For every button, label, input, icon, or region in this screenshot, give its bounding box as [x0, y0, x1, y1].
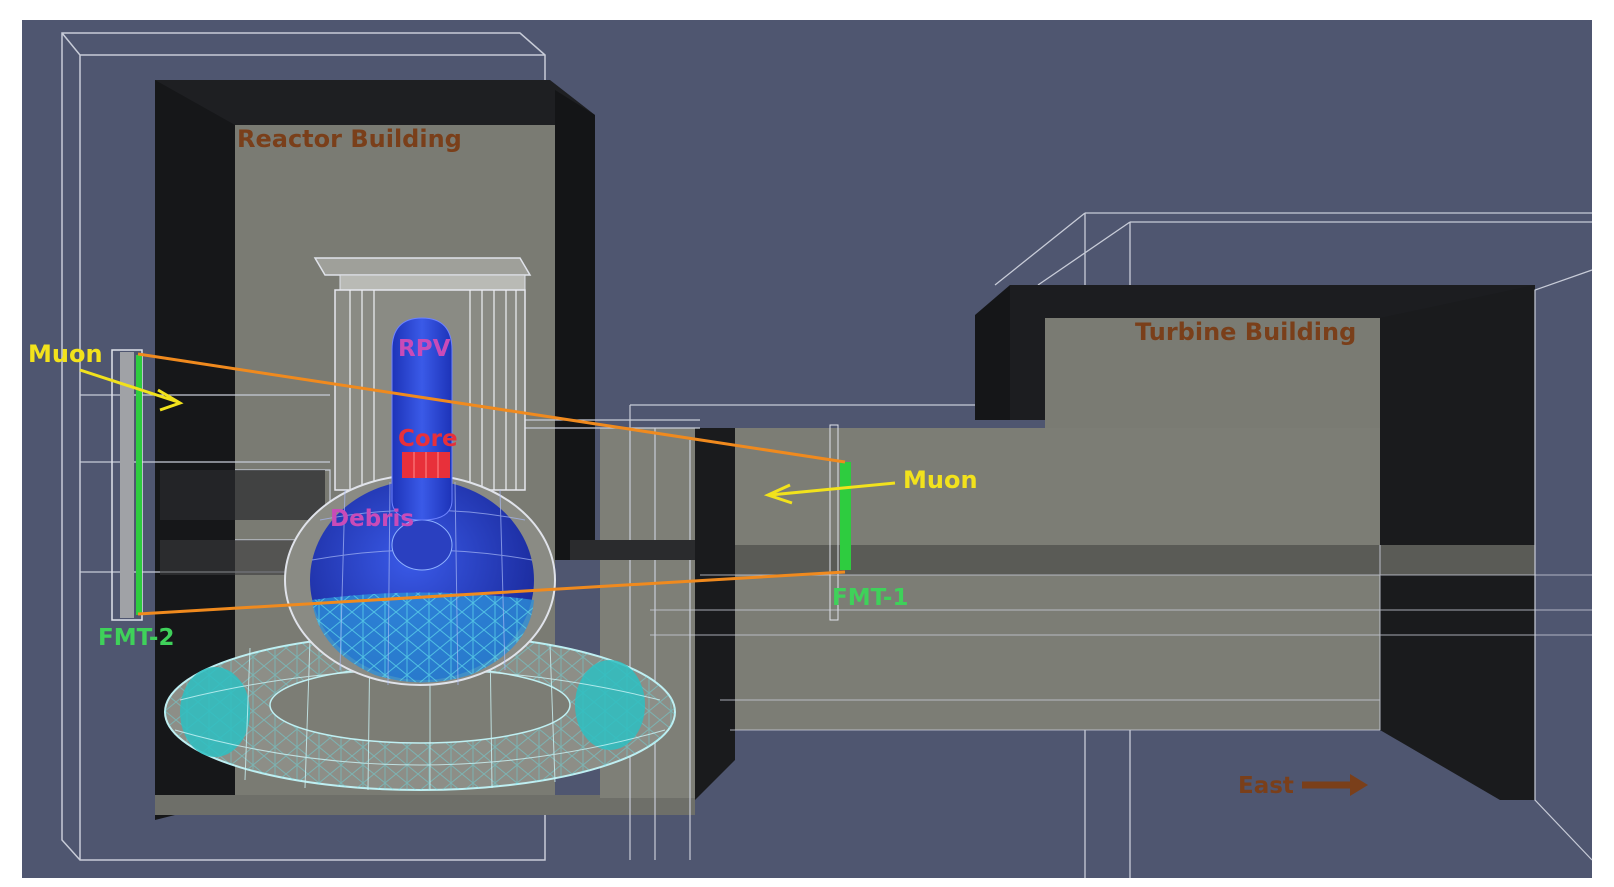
fmt-2-plate [120, 352, 134, 618]
turbine-edge [1534, 269, 1593, 861]
turbine-interior-upper [1045, 318, 1380, 428]
core-label: Core [398, 426, 458, 452]
reactor-floor [155, 795, 695, 815]
rpv-label: RPV [398, 336, 451, 362]
turbine-left-wall [975, 285, 1010, 420]
debris-label: Debris [330, 506, 414, 532]
turbine-building-label: Turbine Building [1135, 318, 1356, 346]
drywell-water-mesh [312, 592, 534, 683]
muon-track-upper [137, 352, 846, 464]
muon-arrow-left [79, 368, 179, 404]
connector-dark-wall [695, 428, 735, 800]
reactor-building-wireframe [61, 32, 546, 861]
fmt-1-detector [829, 424, 851, 621]
rpv-frame-top [313, 257, 532, 276]
muon-label-right: Muon [903, 466, 978, 494]
torus-left-section [180, 667, 250, 757]
muon-arrow-right [769, 481, 896, 497]
fmt-1-frame [829, 424, 839, 621]
muon-arrow-left-head [157, 388, 184, 412]
fmt-2-label: FMT-2 [98, 625, 174, 651]
containment-vessel [284, 257, 556, 686]
reactor-left-wall [155, 80, 235, 820]
arrow-right-icon [1302, 774, 1368, 796]
reactor-floor-slab [80, 394, 331, 573]
muon-track-lower [137, 570, 846, 616]
torus-right-section [575, 660, 645, 750]
suppression-torus [164, 633, 676, 791]
muon-label-left: Muon [28, 340, 103, 368]
muon-arrow-right-head [763, 483, 793, 505]
connector-box [570, 540, 695, 560]
reactor-building-label: Reactor Building [237, 125, 462, 153]
fmt-2-detector [111, 349, 143, 621]
reactor-slab-dark [160, 470, 325, 520]
fmt-1-sensor [840, 462, 851, 570]
fmt-1-label: FMT-1 [832, 585, 908, 611]
reactor-right-wall [555, 90, 595, 560]
turbine-floor-lines [650, 545, 1592, 731]
east-label: East [1238, 773, 1294, 799]
turbine-right-wall [1380, 285, 1535, 800]
fmt-2-sensor [136, 355, 142, 615]
reactor-slab-dark-2 [160, 540, 325, 575]
turbine-floor-slab [735, 545, 1535, 575]
turbine-interior-lower [735, 428, 1380, 730]
core-lines [413, 452, 439, 478]
